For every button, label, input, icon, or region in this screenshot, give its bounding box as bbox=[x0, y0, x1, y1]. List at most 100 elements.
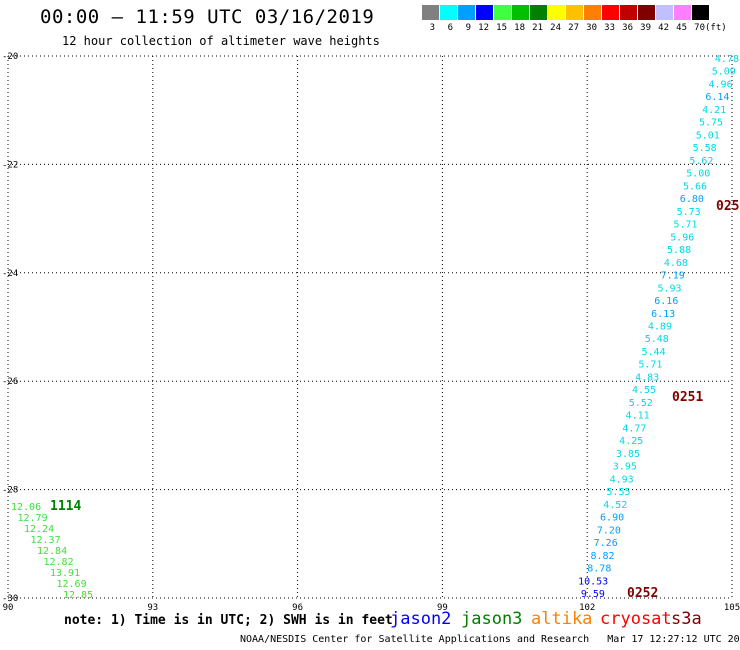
scale-label-30: 30 bbox=[586, 23, 597, 33]
wave-height-color-scale: 3 6 9 12 15 18 21 24 27 30 33 36 39 42 45 70 (ft) bbox=[422, 5, 728, 35]
wave-height-value: 3.85 bbox=[616, 449, 640, 460]
wave-height-value: 4.55 bbox=[632, 385, 656, 396]
wave-height-value: 4.78 bbox=[715, 54, 739, 65]
wave-height-value: 4.11 bbox=[626, 411, 650, 422]
scale-swatch-39 bbox=[638, 5, 655, 20]
wave-height-value: 4.89 bbox=[648, 322, 672, 333]
wave-height-value: 5.00 bbox=[686, 169, 710, 180]
wave-height-value: 5.71 bbox=[638, 360, 662, 371]
scale-swatch-30 bbox=[584, 5, 601, 20]
lon-tick-label: 105 bbox=[724, 603, 740, 610]
map-grid bbox=[7, 55, 733, 599]
wave-height-value: 12.84 bbox=[37, 546, 67, 557]
scale-unit: (ft) bbox=[705, 23, 727, 33]
pass-label: 0252 bbox=[627, 586, 658, 601]
scale-label-36: 36 bbox=[622, 23, 633, 33]
wave-height-value: 4.77 bbox=[622, 423, 646, 434]
scale-label-45: 45 bbox=[676, 23, 687, 33]
wave-height-value: 5.62 bbox=[689, 156, 713, 167]
wave-height-value: 4.96 bbox=[709, 79, 733, 90]
wave-height-value: 5.73 bbox=[677, 207, 701, 218]
wave-height-value: 5.55 bbox=[606, 487, 630, 498]
wave-height-value: 5.52 bbox=[629, 398, 653, 409]
wave-height-value: 5.96 bbox=[670, 232, 694, 243]
scale-label-6: 6 bbox=[447, 23, 453, 33]
wave-height-value: 4.93 bbox=[610, 474, 634, 485]
wave-height-value: 12.06 bbox=[11, 502, 41, 513]
wave-height-value: 5.66 bbox=[683, 181, 707, 192]
scale-label-12: 12 bbox=[478, 23, 489, 33]
wave-height-value: 6.14 bbox=[705, 92, 729, 103]
wave-height-value: 5.71 bbox=[673, 220, 697, 231]
scale-swatch-18 bbox=[512, 5, 529, 20]
wave-height-value: 6.80 bbox=[680, 194, 704, 205]
lat-tick-label: -24 bbox=[2, 269, 18, 279]
wave-height-value: 12.69 bbox=[57, 579, 87, 590]
lat-tick-label: -30 bbox=[2, 594, 18, 604]
scale-swatch-27 bbox=[566, 5, 583, 20]
scale-swatch-70 bbox=[692, 5, 709, 20]
scale-swatch-33 bbox=[602, 5, 619, 20]
lat-tick-label: -20 bbox=[2, 52, 18, 62]
scale-swatch-9 bbox=[458, 5, 475, 20]
wave-height-value: 8.78 bbox=[587, 564, 611, 575]
satellite-legend-jason2: jason2 bbox=[390, 609, 452, 629]
scale-swatch-24 bbox=[548, 5, 565, 20]
scale-swatch-21 bbox=[530, 5, 547, 20]
scale-swatch-15 bbox=[494, 5, 511, 20]
lon-tick-label: 93 bbox=[147, 603, 158, 610]
pass-label: 1114 bbox=[50, 499, 81, 514]
satellite-legend-altika: altika bbox=[531, 609, 593, 629]
lat-tick-label: -22 bbox=[2, 160, 18, 170]
wave-height-value: 5.88 bbox=[667, 245, 691, 256]
wave-height-value: 12.24 bbox=[24, 524, 54, 535]
wave-height-value: 7.19 bbox=[661, 271, 685, 282]
wave-height-value: 12.79 bbox=[18, 513, 48, 524]
wave-height-value: 12.37 bbox=[31, 535, 61, 546]
scale-label-39: 39 bbox=[640, 23, 651, 33]
scale-label-24: 24 bbox=[550, 23, 561, 33]
scale-label-3: 3 bbox=[429, 23, 435, 33]
wave-height-value: 5.58 bbox=[693, 143, 717, 154]
pass-label: 025 bbox=[716, 199, 739, 214]
wave-height-value: 6.16 bbox=[654, 296, 678, 307]
lon-tick-label: 96 bbox=[292, 603, 303, 610]
wave-height-value: 5.01 bbox=[696, 130, 720, 141]
scale-label-18: 18 bbox=[514, 23, 525, 33]
wave-height-value: 7.20 bbox=[597, 525, 621, 536]
footer-credit: NOAA/NESDIS Center for Satellite Applica… bbox=[240, 634, 740, 645]
wave-height-value: 4.25 bbox=[619, 436, 643, 447]
scale-label-33: 33 bbox=[604, 23, 615, 33]
scale-label-21: 21 bbox=[532, 23, 543, 33]
lon-tick-label: 99 bbox=[437, 603, 448, 610]
wave-height-value: 12.82 bbox=[44, 557, 74, 568]
wave-height-value: 7.26 bbox=[594, 538, 618, 549]
lat-tick-label: -26 bbox=[2, 377, 18, 387]
wave-height-value: 5.93 bbox=[657, 283, 681, 294]
satellite-legend-s3a: s3a bbox=[671, 609, 702, 629]
lon-tick-label: 90 bbox=[3, 603, 14, 610]
scale-label-27: 27 bbox=[568, 23, 579, 33]
wave-height-value: 12.85 bbox=[63, 590, 93, 601]
scale-swatch-45 bbox=[674, 5, 691, 20]
satellite-legend-jason3: jason3 bbox=[461, 609, 523, 629]
wave-height-value: 6.13 bbox=[651, 309, 675, 320]
scale-swatch-3 bbox=[422, 5, 439, 20]
wave-height-value: 6.90 bbox=[600, 513, 624, 524]
wave-height-value: 3.95 bbox=[613, 462, 637, 473]
scale-swatch-6 bbox=[440, 5, 457, 20]
wave-height-value: 4.68 bbox=[664, 258, 688, 269]
wave-height-value: 4.83 bbox=[635, 372, 659, 383]
map-subtitle: 12 hour collection of altimeter wave hei… bbox=[62, 34, 380, 48]
scale-swatch-12 bbox=[476, 5, 493, 20]
wave-height-value: 4.52 bbox=[603, 500, 627, 511]
scale-label-9: 9 bbox=[465, 23, 471, 33]
satellite-legend-cryosat: cryosat bbox=[600, 609, 672, 629]
scale-label-15: 15 bbox=[496, 23, 507, 33]
scale-swatch-36 bbox=[620, 5, 637, 20]
pass-labels: 025 0251 0252 1114 bbox=[50, 199, 739, 601]
wave-height-value: 9.59 bbox=[581, 589, 605, 600]
lon-tick-label: 102 bbox=[579, 603, 595, 610]
